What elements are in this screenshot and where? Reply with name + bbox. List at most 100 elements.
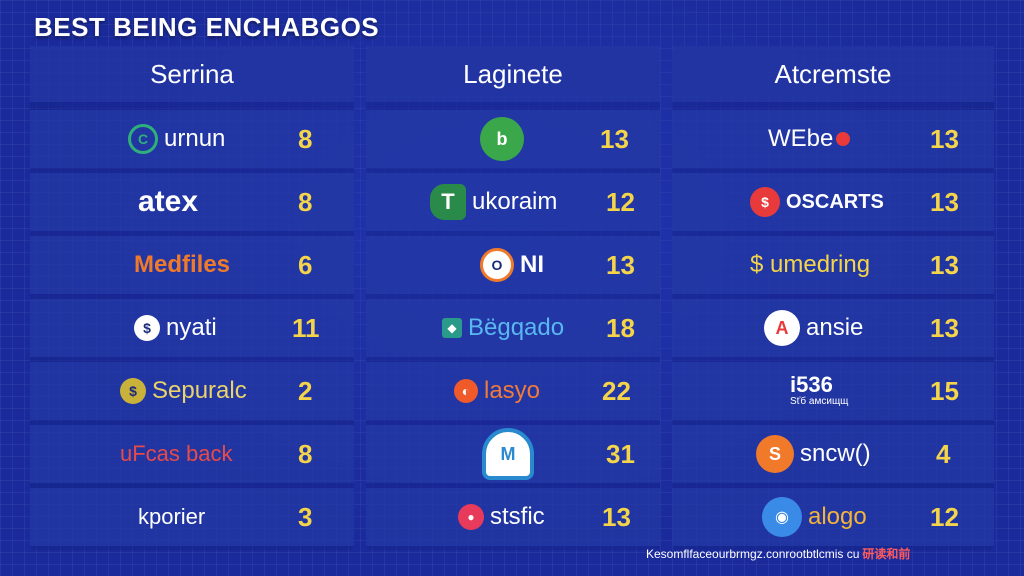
column-rows: WEbe 13 $ OSCARTS 13 $ umedring 13 A ans… [672,110,994,551]
brand-logo-icon: T [430,184,466,220]
brand-sublabel: Sťб амсищщ [790,396,849,407]
count-value: 13 [930,123,959,154]
brand-label: Medfiles [134,251,231,278]
brand-name: ● stsfic [458,488,545,546]
column-rows: C urnun 8 atex 8 Medfiles 6 $ nyati 11 [30,110,354,551]
list-item[interactable]: atex 8 [30,173,354,231]
list-item[interactable]: M 31 [366,425,660,483]
brand-logo-icon: $ [120,378,146,404]
brand-name: uFcas back [120,425,233,483]
brand-logo-icon: A [764,310,800,346]
list-item[interactable]: $ OSCARTS 13 [672,173,994,231]
brand-logo-icon: O [480,248,514,282]
brand-name: ◆ Bëgqado [442,299,564,357]
column-panel: Serrina C urnun 8 atex 8 Medfiles 6 $ ny… [30,46,354,550]
count-value: 12 [930,501,959,532]
list-item[interactable]: S sncw() 4 [672,425,994,483]
brand-logo-icon: ◉ [762,497,802,537]
brand-name: $ Sepuralc [120,362,247,420]
brand-label: ansie [806,314,864,341]
brand-label: stsfic [490,503,545,530]
brand-label: $ umedring [750,251,871,278]
brand-label: atex [138,185,199,218]
list-item[interactable]: ◐ lasyo 22 [366,362,660,420]
list-item[interactable]: $ nyati 11 [30,299,354,357]
brand-label: urnun [164,125,226,152]
brand-label: i536 [790,372,833,397]
brand-label: Bëgqado [468,314,565,341]
count-value: 2 [298,375,313,406]
column-header: Serrina [30,46,354,102]
brand-logo-icon: b [480,117,524,161]
list-item[interactable]: b 13 [366,110,660,168]
list-item[interactable]: uFcas back 8 [30,425,354,483]
count-value: 11 [292,312,320,343]
count-value: 8 [298,123,313,154]
brand-label: Sepuralc [152,377,247,404]
brand-label: ukoraim [472,188,558,215]
count-value: 13 [606,249,635,280]
list-item[interactable]: $ Sepuralc 2 [30,362,354,420]
count-value: 4 [936,438,951,469]
brand-label: sncw() [800,440,871,467]
footer-source: Kesomflfaceourbrmgz.conrootbtlcmis cu 研读和… [646,545,910,562]
count-value: 22 [602,375,631,406]
brand-logo-icon: ● [458,504,484,530]
list-item[interactable]: ◉ alogo 12 [672,488,994,546]
count-value: 18 [606,312,635,343]
column-header: Atcremste [672,46,994,102]
brand-logo-icon: S [756,435,794,473]
brand-label: lasyo [484,377,541,404]
list-item[interactable]: i536 Sťб амсищщ 15 [672,362,994,420]
count-value: 13 [930,249,959,280]
list-item[interactable]: A ansie 13 [672,299,994,357]
brand-name: $ nyati [134,299,217,357]
brand-logo-icon [836,132,851,146]
page-title: BEST BEING ENCHABGOS [34,12,380,42]
brand-name: ◐ lasyo [454,362,540,420]
brand-name: $ umedring [750,236,870,294]
count-value: 8 [298,186,313,217]
count-value: 13 [930,312,959,343]
count-value: 12 [606,186,635,217]
brand-logo-icon: M [482,428,534,480]
column-panel: Laginete b 13 T ukoraim 12 O NI 13 ◆ [366,46,660,550]
brand-logo-icon: ◐ [454,379,478,403]
list-item[interactable]: WEbe 13 [672,110,994,168]
brand-logo-icon: $ [750,187,780,217]
brand-logo-icon: C [128,124,158,154]
brand-logo-icon: $ [134,315,160,341]
count-value: 13 [600,123,629,154]
footer-mark: 研读和前 [862,547,911,561]
column-rows: b 13 T ukoraim 12 O NI 13 ◆ Bëgqado 18 [366,110,660,551]
brand-name: i536 Sťб амсищщ [790,362,848,420]
list-item[interactable]: ● stsfic 13 [366,488,660,546]
brand-name: b [480,110,530,168]
brand-label: uFcas back [120,441,233,466]
list-item[interactable]: C urnun 8 [30,110,354,168]
brand-name: $ OSCARTS [750,173,884,231]
count-value: 13 [930,186,959,217]
brand-name: A ansie [764,299,863,357]
brand-name: ◉ alogo [762,488,867,546]
count-value: 6 [298,249,313,280]
list-item[interactable]: O NI 13 [366,236,660,294]
count-value: 15 [930,375,959,406]
brand-name: atex [138,173,198,231]
brand-name: T ukoraim [430,173,557,231]
list-item[interactable]: $ umedring 13 [672,236,994,294]
brand-name: S sncw() [756,425,871,483]
list-item[interactable]: ◆ Bëgqado 18 [366,299,660,357]
column-header: Laginete [366,46,660,102]
list-item[interactable]: Medfiles 6 [30,236,354,294]
brand-name: O NI [480,236,544,294]
count-value: 31 [606,438,635,469]
count-value: 3 [298,501,313,532]
list-item[interactable]: T ukoraim 12 [366,173,660,231]
brand-name: M [482,425,540,483]
list-item[interactable]: kporier 3 [30,488,354,546]
brand-label: alogo [808,503,867,530]
count-value: 8 [298,438,313,469]
count-value: 13 [602,501,631,532]
brand-label: nyati [166,314,217,341]
